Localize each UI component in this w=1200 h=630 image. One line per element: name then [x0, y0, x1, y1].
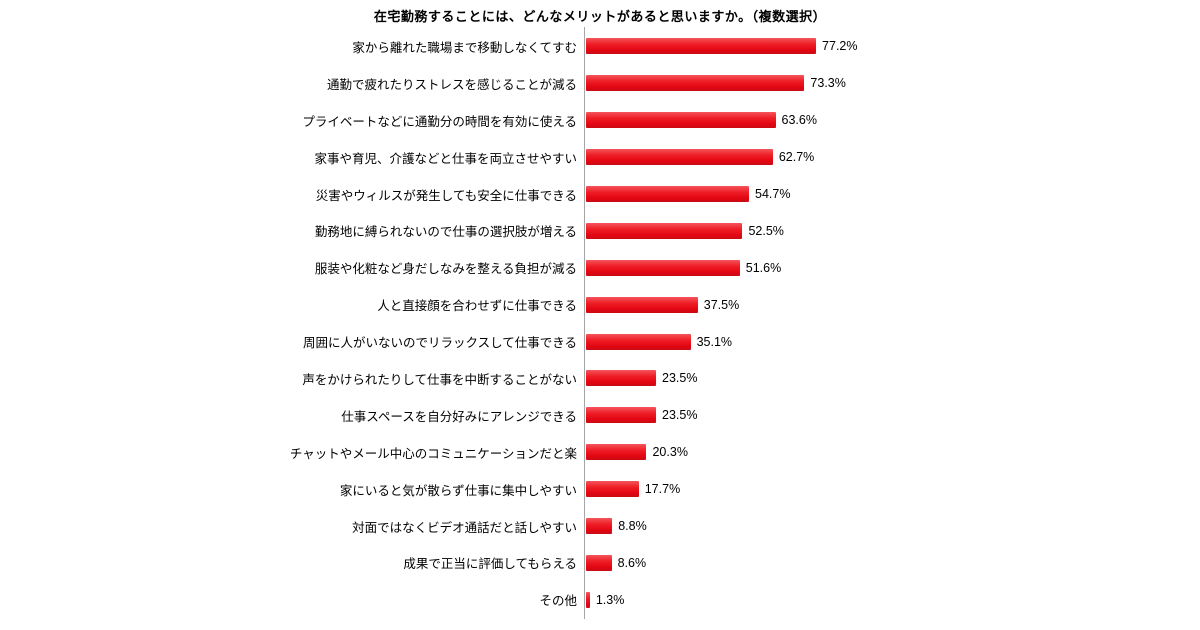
bar-row: 周囲に人がいないのでリラックスして仕事できる 35.1%	[0, 323, 1200, 360]
bar-area: 8.6%	[585, 554, 1200, 571]
bar-area: 77.2%	[585, 38, 1200, 55]
value-label: 8.6%	[617, 555, 647, 570]
bar-row: 家にいると気が散らず仕事に集中しやすい 17.7%	[0, 471, 1200, 508]
value-label: 35.1%	[696, 334, 733, 349]
bar-area: 37.5%	[585, 296, 1200, 313]
bar-area: 62.7%	[585, 149, 1200, 166]
bar-area: 23.5%	[585, 407, 1200, 424]
category-label: 対面ではなくビデオ通話だと話しやすい	[352, 520, 577, 535]
bar-row: その他 1.3%	[0, 581, 1200, 618]
bar-row: 声をかけられたりして仕事を中断することがない 23.5%	[0, 360, 1200, 397]
bar	[586, 591, 590, 608]
bar-area: 8.8%	[585, 518, 1200, 535]
value-label: 77.2%	[822, 39, 858, 54]
value-label: 20.3%	[652, 445, 688, 460]
bar-row: 人と直接顔を合わせずに仕事できる 37.5%	[0, 286, 1200, 323]
bar	[586, 296, 698, 313]
bar-row: 災害やウィルスが発生しても安全に仕事できる 54.7%	[0, 176, 1200, 213]
bar-row: チャットやメール中心のコミュニケーションだと楽 20.3%	[0, 434, 1200, 471]
category-label: 周囲に人がいないのでリラックスして仕事できる	[302, 336, 577, 351]
category-label: 通勤で疲れたりストレスを感じることが減る	[326, 77, 577, 92]
category-label: 家事や育児、介護などと仕事を両立させやすい	[314, 151, 577, 166]
category-label: 成果で正当に評価してもらえる	[403, 557, 577, 572]
category-label: プライベートなどに通勤分の時間を有効に使える	[302, 114, 577, 129]
value-label: 52.5%	[748, 223, 784, 238]
value-label: 73.3%	[810, 76, 846, 91]
bar-area: 1.3%	[585, 591, 1200, 608]
value-label: 1.3%	[595, 592, 625, 607]
value-label: 62.7%	[778, 150, 815, 165]
bar	[586, 554, 612, 571]
bar-row: 服装や化粧など身だしなみを整える負担が減る 51.6%	[0, 249, 1200, 286]
value-label: 54.7%	[755, 187, 791, 201]
bar-area: 54.7%	[585, 186, 1200, 202]
bar-area: 51.6%	[585, 259, 1200, 276]
bar	[586, 38, 817, 55]
value-label: 37.5%	[703, 297, 740, 312]
bar-row: 家から離れた職場まで移動しなくてすむ 77.2%	[0, 28, 1200, 65]
bar-area: 35.1%	[585, 333, 1200, 350]
bar-row: プライベートなどに通勤分の時間を有効に使える 63.6%	[0, 102, 1200, 139]
bar	[586, 444, 647, 461]
value-label: 23.5%	[662, 371, 698, 386]
bar-row: 家事や育児、介護などと仕事を両立させやすい 62.7%	[0, 139, 1200, 176]
category-label: 服装や化粧など身だしなみを整える負担が減る	[314, 262, 577, 277]
category-label: その他	[539, 594, 577, 609]
bar	[586, 149, 773, 166]
chart-rows: 家から離れた職場まで移動しなくてすむ 77.2% 通勤で疲れたりストレスを感じること…	[0, 28, 1200, 618]
category-label: 人と直接顔を合わせずに仕事できる	[377, 299, 577, 314]
bar-row: 成果で正当に評価してもらえる 8.6%	[0, 544, 1200, 581]
chart-title: 在宅勤務することには、どんなメリットがあると思いますか。（複数選択）	[373, 9, 827, 24]
bar-area: 17.7%	[585, 481, 1200, 498]
bar	[586, 407, 657, 424]
category-label: 声をかけられたりして仕事を中断することがない	[302, 372, 577, 387]
bar-area: 63.6%	[585, 112, 1200, 129]
bar	[586, 259, 740, 276]
value-label: 51.6%	[745, 260, 782, 275]
value-label: 17.7%	[644, 482, 681, 497]
bar-area: 23.5%	[585, 370, 1200, 387]
bar	[586, 370, 657, 387]
bar-row: 対面ではなくビデオ通話だと話しやすい 8.8%	[0, 508, 1200, 545]
bar-row: 勤務地に縛られないので仕事の選択肢が増える 52.5%	[0, 212, 1200, 249]
category-label: 勤務地に縛られないので仕事の選択肢が増える	[314, 225, 577, 240]
bar-area: 73.3%	[585, 75, 1200, 92]
category-label: 災害やウィルスが発生しても安全に仕事できる	[315, 188, 577, 203]
value-label: 23.5%	[662, 408, 698, 423]
category-label: 家にいると気が散らず仕事に集中しやすい	[339, 483, 577, 498]
bar-area: 20.3%	[585, 444, 1200, 461]
y-axis-line	[584, 27, 585, 619]
value-label: 63.6%	[781, 113, 817, 128]
bar	[586, 222, 743, 239]
category-label: 仕事スペースを自分好みにアレンジできる	[341, 409, 577, 424]
bar-row: 通勤で疲れたりストレスを感じることが減る 73.3%	[0, 65, 1200, 102]
bar	[586, 518, 613, 535]
bar	[586, 186, 749, 202]
bar	[586, 481, 639, 498]
category-label: 家から離れた職場まで移動しなくてすむ	[352, 40, 577, 55]
bar-row: 仕事スペースを自分好みにアレンジできる 23.5%	[0, 397, 1200, 434]
bar	[586, 112, 776, 129]
bar	[586, 75, 805, 92]
bar	[586, 333, 691, 350]
bar-area: 52.5%	[585, 222, 1200, 239]
value-label: 8.8%	[618, 519, 647, 534]
category-label: チャットやメール中心のコミュニケーションだと楽	[289, 446, 577, 461]
